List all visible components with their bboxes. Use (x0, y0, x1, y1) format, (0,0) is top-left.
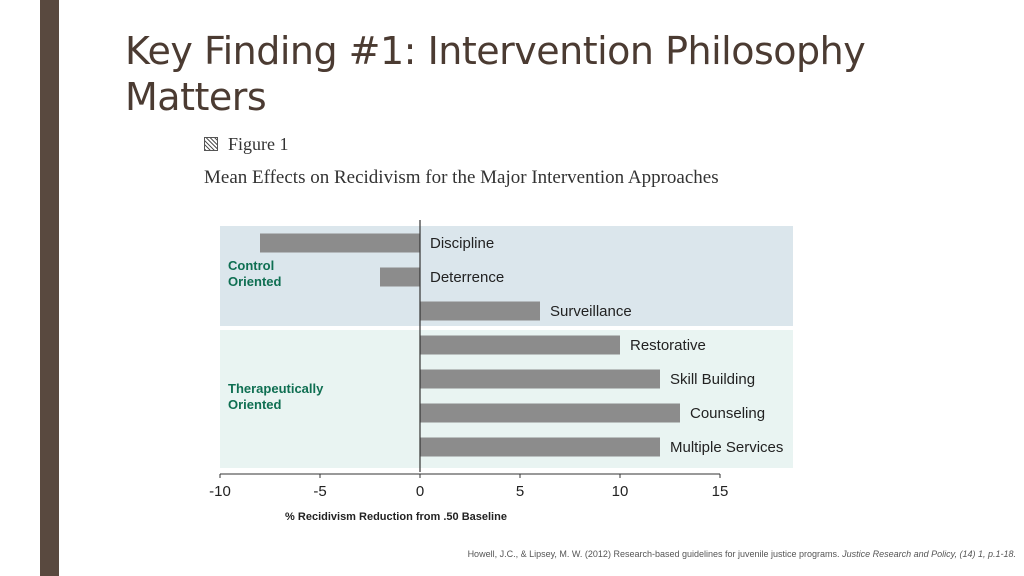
bar-category-label: Multiple Services (670, 439, 783, 456)
x-tick-label: -5 (313, 483, 326, 500)
group-label: Oriented (228, 397, 282, 412)
bar-category-label: Skill Building (670, 371, 755, 388)
x-tick-label: -10 (209, 483, 231, 500)
x-tick-label: 15 (712, 483, 729, 500)
group-label: Therapeutically (228, 381, 324, 396)
group-label: Control (228, 258, 274, 273)
figure-label-text: Figure 1 (228, 134, 289, 154)
group-label: Oriented (228, 274, 282, 289)
bar (420, 335, 620, 355)
bar (420, 301, 540, 321)
accent-bar (40, 0, 59, 576)
bar (260, 233, 420, 253)
slide-title: Key Finding #1: Intervention Philosophy … (125, 29, 866, 119)
figure-label: Figure 1 (204, 134, 289, 155)
citation: Howell, J.C., & Lipsey, M. W. (2012) Res… (468, 549, 1016, 559)
x-tick-label: 5 (516, 483, 524, 500)
citation-text: Howell, J.C., & Lipsey, M. W. (2012) Res… (467, 549, 840, 559)
bar (420, 369, 660, 389)
x-axis-title: % Recidivism Reduction from .50 Baseline (285, 511, 507, 523)
recidivism-bar-chart: ControlOrientedDisciplineDeterrenceSurve… (209, 220, 793, 523)
figure-icon (204, 137, 218, 151)
x-tick-label: 0 (416, 483, 424, 500)
bar (420, 437, 660, 457)
bar (380, 267, 420, 287)
bar (420, 403, 680, 423)
x-tick-label: 10 (612, 483, 629, 500)
bar-category-label: Counseling (690, 405, 765, 422)
bar-category-label: Deterrence (430, 269, 504, 286)
bar-category-label: Surveillance (550, 303, 632, 320)
bar-category-label: Restorative (630, 337, 706, 354)
figure-title: Mean Effects on Recidivism for the Major… (204, 167, 719, 188)
citation-journal: Justice Research and Policy, (14) 1, p.1… (842, 549, 1016, 559)
bar-category-label: Discipline (430, 235, 494, 252)
